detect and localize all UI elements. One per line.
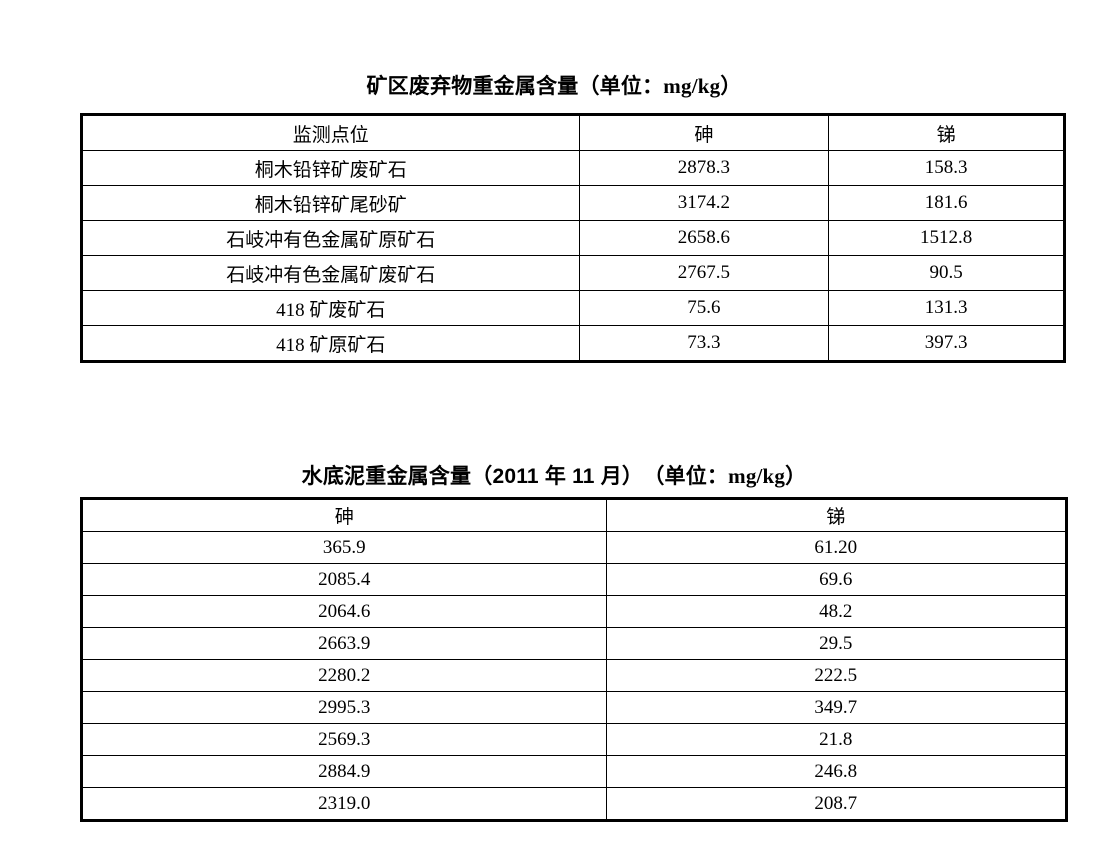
column-header-site: 监测点位 — [81, 114, 580, 151]
column-header-arsenic: 砷 — [578, 114, 830, 151]
cell-antimony: 222.5 — [605, 659, 1068, 692]
table-row: 418 矿原矿石 73.3 397.3 — [81, 325, 1065, 362]
cell-site: 桐木铅锌矿尾砂矿 — [81, 185, 580, 221]
cell-antimony: 69.6 — [605, 563, 1068, 596]
table-row: 365.9 61.20 — [81, 531, 1068, 564]
cell-arsenic: 365.9 — [81, 531, 607, 564]
cell-arsenic: 2884.9 — [81, 755, 607, 788]
cell-site: 石岐冲有色金属矿废矿石 — [81, 255, 580, 291]
column-header-arsenic: 砷 — [81, 498, 607, 532]
table-row: 2280.2 222.5 — [81, 659, 1068, 692]
cell-arsenic: 2064.6 — [81, 595, 607, 628]
table-title-waste: 矿区废弃物重金属含量（单位：mg/kg） — [0, 72, 1108, 101]
table-row: 石岐冲有色金属矿废矿石 2767.5 90.5 — [81, 255, 1065, 291]
cell-antimony: 1512.8 — [828, 220, 1065, 256]
cell-arsenic: 3174.2 — [578, 185, 830, 221]
cell-arsenic: 2658.6 — [578, 220, 830, 256]
cell-site: 石岐冲有色金属矿原矿石 — [81, 220, 580, 256]
table-header-row: 砷 锑 — [81, 498, 1068, 532]
cell-arsenic: 2663.9 — [81, 627, 607, 660]
cell-arsenic: 2319.0 — [81, 787, 607, 821]
table-title-waste-tail: ） — [720, 75, 742, 98]
cell-arsenic: 73.3 — [578, 325, 830, 362]
table-row: 2085.4 69.6 — [81, 563, 1068, 596]
table-row: 418 矿废矿石 75.6 131.3 — [81, 290, 1065, 326]
table-row: 桐木铅锌矿尾砂矿 3174.2 181.6 — [81, 185, 1065, 221]
table-row: 2319.0 208.7 — [81, 787, 1068, 821]
column-header-antimony: 锑 — [605, 498, 1068, 532]
cell-antimony: 208.7 — [605, 787, 1068, 821]
cell-site: 桐木铅锌矿废矿石 — [81, 150, 580, 186]
table-row: 2995.3 349.7 — [81, 691, 1068, 724]
cell-site: 418 矿原矿石 — [81, 325, 580, 362]
column-header-antimony: 锑 — [828, 114, 1065, 151]
table-sediment-heavy-metals: 砷 锑 365.9 61.20 2085.4 69.6 2064.6 48.2 … — [80, 497, 1068, 822]
table-title-waste-unit: mg/kg — [663, 74, 721, 98]
cell-arsenic: 2878.3 — [578, 150, 830, 186]
cell-antimony: 48.2 — [605, 595, 1068, 628]
table-title-sediment-tail: ） — [785, 465, 807, 488]
cell-antimony: 131.3 — [828, 290, 1065, 326]
cell-site: 418 矿废矿石 — [81, 290, 580, 326]
table-title-sediment: 水底泥重金属含量（2011 年 11 月） （单位：mg/kg） — [0, 462, 1108, 491]
cell-antimony: 246.8 — [605, 755, 1068, 788]
cell-antimony: 29.5 — [605, 627, 1068, 660]
cell-arsenic: 2767.5 — [578, 255, 830, 291]
table-row: 2663.9 29.5 — [81, 627, 1068, 660]
cell-antimony: 158.3 — [828, 150, 1065, 186]
cell-arsenic: 2085.4 — [81, 563, 607, 596]
table-title-sediment-unit: mg/kg — [728, 464, 786, 488]
cell-antimony: 21.8 — [605, 723, 1068, 756]
table-title-waste-cn: 矿区废弃物重金属含量（单位： — [366, 75, 664, 98]
cell-antimony: 181.6 — [828, 185, 1065, 221]
table-title-sediment-cn: 水底泥重金属含量（2011 年 11 月） （单位： — [301, 465, 729, 488]
cell-antimony: 61.20 — [605, 531, 1068, 564]
table-row: 2569.3 21.8 — [81, 723, 1068, 756]
cell-antimony: 349.7 — [605, 691, 1068, 724]
table-row: 2884.9 246.8 — [81, 755, 1068, 788]
table-row: 2064.6 48.2 — [81, 595, 1068, 628]
cell-antimony: 90.5 — [828, 255, 1065, 291]
cell-antimony: 397.3 — [828, 325, 1065, 362]
table-header-row: 监测点位 砷 锑 — [81, 114, 1065, 151]
table-row: 石岐冲有色金属矿原矿石 2658.6 1512.8 — [81, 220, 1065, 256]
cell-arsenic: 2280.2 — [81, 659, 607, 692]
table-row: 桐木铅锌矿废矿石 2878.3 158.3 — [81, 150, 1065, 186]
cell-arsenic: 75.6 — [578, 290, 830, 326]
cell-arsenic: 2569.3 — [81, 723, 607, 756]
cell-arsenic: 2995.3 — [81, 691, 607, 724]
table-waste-heavy-metals: 监测点位 砷 锑 桐木铅锌矿废矿石 2878.3 158.3 桐木铅锌矿尾砂矿 … — [80, 113, 1066, 363]
